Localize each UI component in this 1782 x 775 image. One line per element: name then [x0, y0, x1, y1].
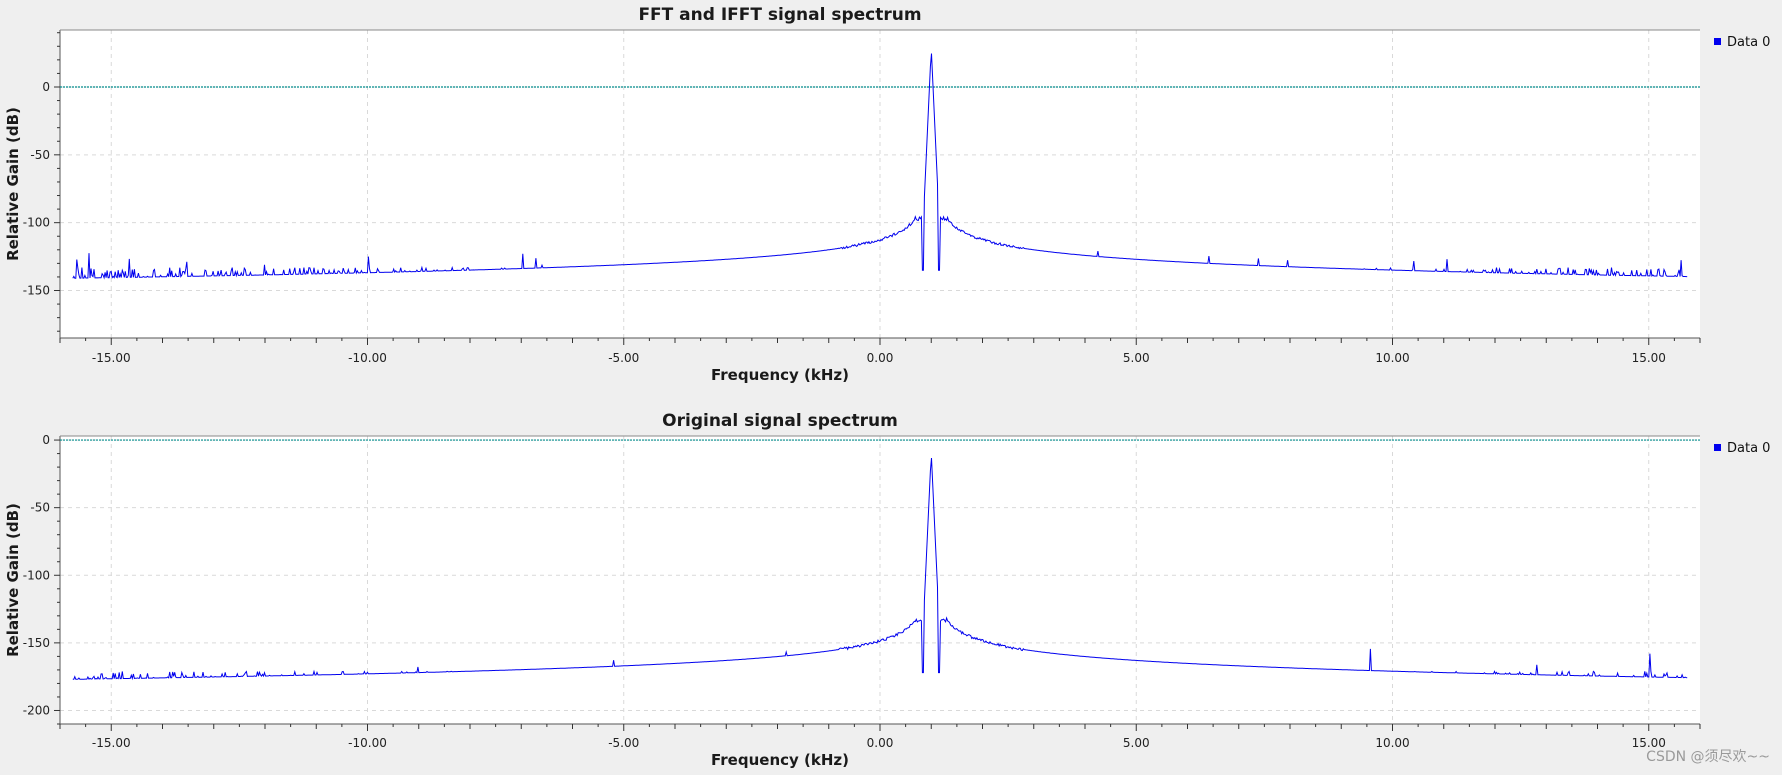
series-line-data-0 [72, 53, 1688, 280]
watermark: CSDN @须尽欢~~ [1620, 746, 1780, 766]
x-axis-label: Frequency (kHz) [711, 366, 849, 384]
x-tick-label: 0.00 [867, 736, 894, 750]
y-tick-label: -100 [23, 568, 50, 582]
legend-label: Data 0 [1727, 35, 1770, 50]
y-tick-label: -150 [23, 284, 50, 298]
y-tick-label: -50 [30, 148, 50, 162]
y-tick-label: -50 [30, 501, 50, 515]
legend-swatch [1714, 38, 1721, 45]
x-tick-label: 15.00 [1632, 351, 1666, 365]
chart-title: Original signal spectrum [662, 411, 898, 431]
x-axis-label: Frequency (kHz) [711, 751, 849, 769]
y-axis-label: Relative Gain (dB) [4, 503, 22, 657]
chart-0: FFT and IFFT signal spectrum -15.00 -10.00… [4, 5, 1770, 384]
y-tick-label: -150 [23, 636, 50, 650]
legend: Data 0 [1714, 441, 1770, 456]
watermark-text: CSDN @须尽欢~~ [1646, 749, 1770, 765]
x-tick-label: 5.00 [1123, 351, 1150, 365]
x-tick-label: 15.00 [1632, 736, 1666, 750]
x-tick-label: -10.00 [348, 736, 387, 750]
x-tick-label: 10.00 [1375, 736, 1409, 750]
y-tick-label: 0 [42, 80, 50, 94]
y-tick-label: -200 [23, 703, 50, 717]
x-tick-label: -15.00 [92, 351, 131, 365]
x-tick-label: 5.00 [1123, 736, 1150, 750]
chart-title: FFT and IFFT signal spectrum [638, 5, 921, 25]
x-tick-label: -5.00 [608, 351, 639, 365]
x-tick-label: 10.00 [1375, 351, 1409, 365]
x-tick-label: -10.00 [348, 351, 387, 365]
y-axis-label: Relative Gain (dB) [4, 107, 22, 261]
legend-swatch [1714, 444, 1721, 451]
series-line-data-0 [72, 457, 1688, 681]
chart-1: Original signal spectrum -15.00 -10.00 -5.0… [4, 411, 1770, 769]
legend-label: Data 0 [1727, 441, 1770, 456]
legend: Data 0 [1714, 35, 1770, 50]
y-tick-label: 0 [42, 433, 50, 447]
x-tick-label: 0.00 [867, 351, 894, 365]
x-tick-label: -5.00 [608, 736, 639, 750]
x-tick-label: -15.00 [92, 736, 131, 750]
y-tick-label: -100 [23, 216, 50, 230]
